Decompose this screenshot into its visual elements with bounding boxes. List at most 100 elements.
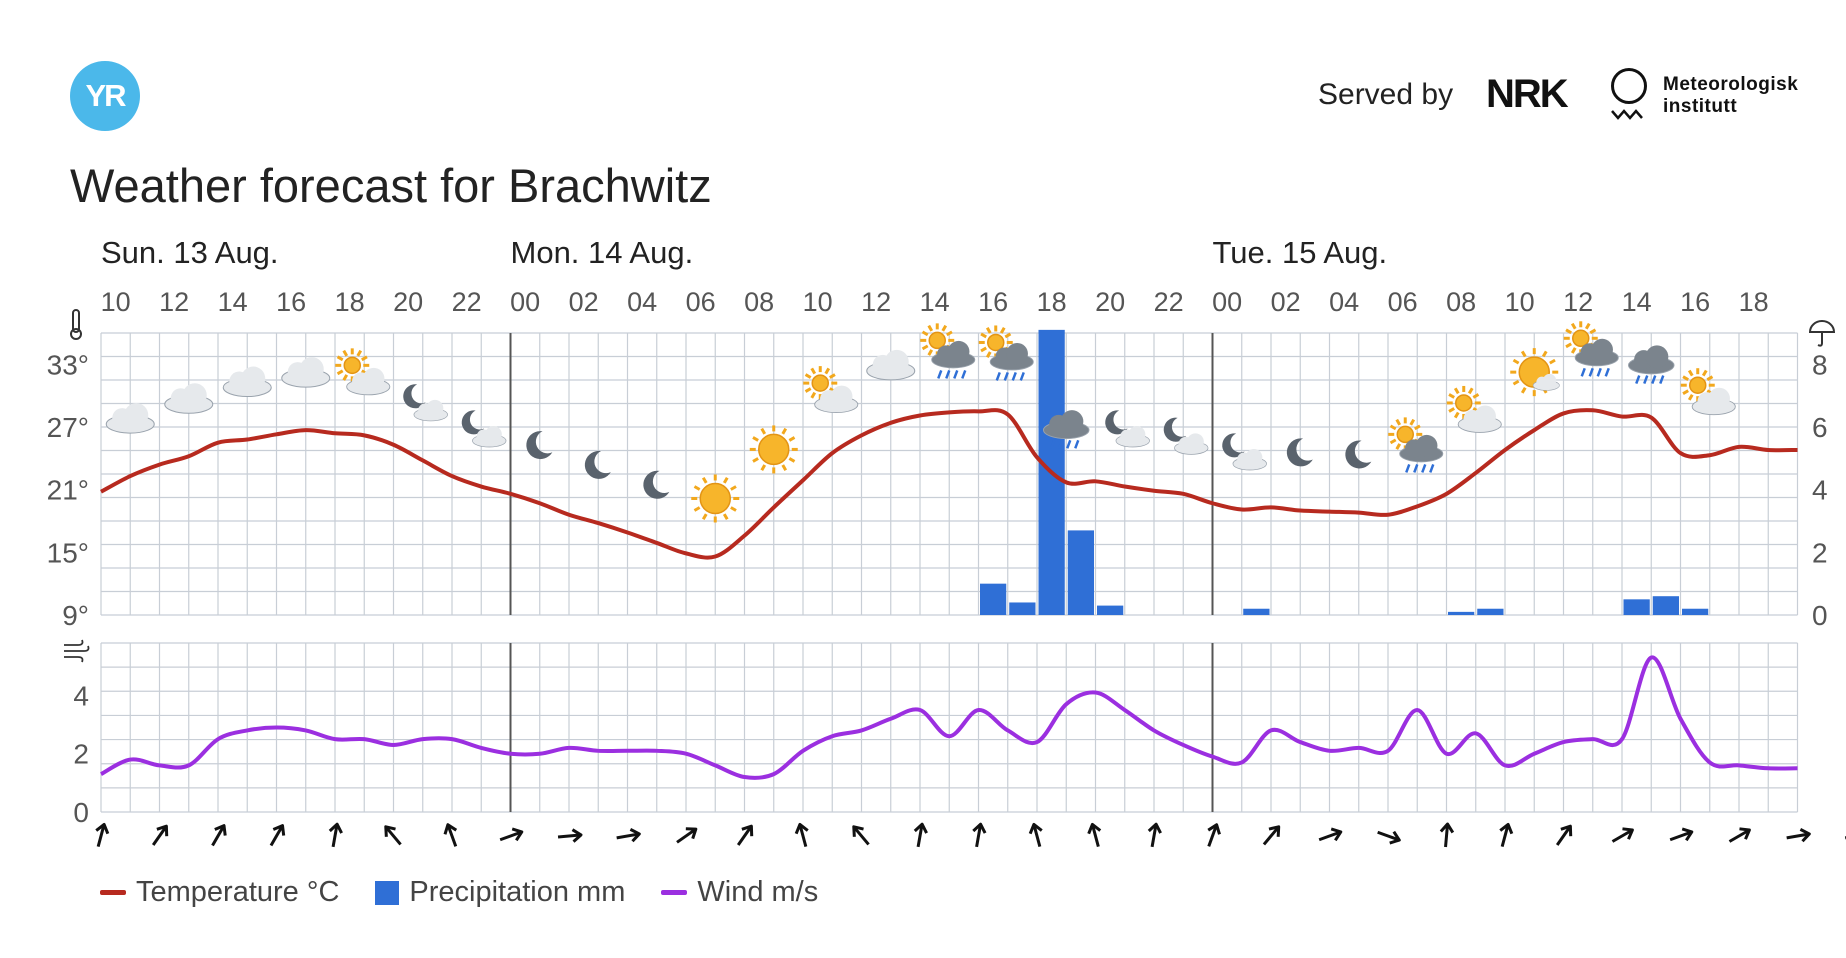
sun-ray bbox=[810, 391, 817, 399]
wind-direction-arrow-icon bbox=[1262, 825, 1281, 846]
clear-day-icon bbox=[749, 425, 798, 474]
wind-stroke bbox=[64, 639, 84, 646]
wind-direction-arrow-icon bbox=[384, 825, 402, 846]
day-label: Mon. 14 Aug. bbox=[511, 235, 694, 270]
arrow-head bbox=[1268, 825, 1281, 837]
sun-ray bbox=[921, 344, 929, 351]
hour-tick-label: 10 bbox=[1505, 287, 1535, 317]
arrow-shaft bbox=[1318, 830, 1341, 842]
wind-direction-arrow-icon bbox=[557, 828, 583, 843]
wind-direction-arrow-icon bbox=[211, 824, 227, 847]
wind-tick-label: 2 bbox=[73, 739, 89, 770]
cloud-shape bbox=[1691, 387, 1736, 416]
yr-logo[interactable]: YR bbox=[70, 61, 140, 131]
partly-cloudy-day-icon bbox=[335, 348, 391, 396]
wind-direction-arrow-icon bbox=[1786, 828, 1811, 843]
sun-ray bbox=[985, 326, 992, 334]
sun-ray bbox=[1453, 411, 1460, 419]
cloud-puff bbox=[362, 367, 385, 390]
legend-swatch-precipitation bbox=[375, 880, 400, 905]
arrow-shaft bbox=[975, 824, 982, 848]
arrow-head bbox=[156, 824, 169, 837]
rain-drop bbox=[945, 369, 951, 379]
nrk-logo[interactable]: NRK bbox=[1486, 72, 1569, 116]
cloud-shape bbox=[346, 367, 391, 396]
rain-drop bbox=[995, 372, 1001, 381]
legend-swatch-temperature bbox=[100, 890, 126, 895]
sun-ray bbox=[946, 330, 953, 337]
arrow-head bbox=[913, 822, 928, 834]
arrow-shaft bbox=[798, 824, 808, 848]
hour-tick-label: 00 bbox=[1212, 287, 1242, 317]
cloud-shape bbox=[1042, 410, 1090, 440]
sun-ray bbox=[927, 349, 934, 356]
partly-cloudy-day-icon bbox=[1680, 368, 1736, 416]
arrow-head bbox=[95, 822, 110, 835]
hour-tick-label: 16 bbox=[276, 287, 306, 317]
precipitation-bar bbox=[1448, 611, 1475, 615]
sun-ray bbox=[781, 464, 788, 471]
arrow-head bbox=[1560, 824, 1573, 837]
sun-ray bbox=[1570, 347, 1577, 354]
chart-legend: Temperature °C Precipitation mm Wind m/s bbox=[100, 876, 818, 909]
cloud-puff bbox=[1128, 426, 1146, 443]
rain-drop bbox=[1405, 463, 1411, 473]
arrow-head bbox=[972, 822, 987, 834]
sun-disc bbox=[1396, 425, 1414, 444]
cloud-shape bbox=[814, 385, 859, 414]
cloud-puff bbox=[1415, 434, 1438, 457]
arrow-shaft bbox=[1786, 832, 1809, 840]
arrow-shaft bbox=[1444, 824, 1449, 848]
fair-day-icon bbox=[1510, 348, 1560, 397]
cloud-puff bbox=[182, 383, 207, 408]
moon-crescent bbox=[1105, 410, 1128, 435]
arrow-shaft bbox=[1669, 830, 1692, 842]
sun-ray bbox=[804, 373, 812, 379]
sun-disc bbox=[1689, 376, 1707, 394]
wind-tick-label: 4 bbox=[73, 680, 89, 711]
clear-day-icon bbox=[691, 474, 740, 523]
hour-tick-label: 18 bbox=[1739, 287, 1769, 317]
moon-crescent bbox=[1222, 433, 1245, 458]
wind-stroke bbox=[64, 656, 84, 663]
cloudy-icon bbox=[222, 366, 272, 398]
wind-direction-arrow-icon bbox=[443, 823, 458, 847]
cloud-puff bbox=[1591, 338, 1613, 361]
met-logo-text[interactable]: Meteorologisk institutt bbox=[1663, 74, 1798, 118]
moon-shape bbox=[1163, 417, 1187, 442]
day-label: Tue. 15 Aug. bbox=[1213, 235, 1388, 270]
sun-ray bbox=[921, 330, 929, 337]
rain-drop bbox=[1429, 463, 1435, 473]
moon-crescent bbox=[526, 431, 553, 460]
moon-shape bbox=[584, 450, 611, 479]
arrow-head bbox=[1028, 822, 1043, 835]
precipitation-bar bbox=[1097, 605, 1124, 615]
arrow-shaft bbox=[1091, 824, 1100, 848]
rain-drop bbox=[1003, 372, 1009, 381]
wind-direction-arrow-icon bbox=[499, 827, 524, 842]
sun-ray bbox=[336, 369, 344, 376]
arrow-shaft bbox=[96, 824, 106, 848]
rain-drop bbox=[1019, 372, 1025, 381]
arrow-head bbox=[629, 828, 641, 843]
clear-night-icon bbox=[1345, 440, 1372, 469]
met-logo-line1: Meteorologisk bbox=[1663, 74, 1799, 95]
sun-ray bbox=[760, 464, 767, 471]
arrow-shaft bbox=[1150, 824, 1158, 848]
temperature-grid bbox=[100, 332, 1799, 616]
yr-logo-text: YR bbox=[85, 78, 126, 113]
wind-direction-arrow-icon bbox=[1028, 822, 1043, 848]
sun-disc bbox=[987, 333, 1005, 352]
wind-direction-arrow-icon bbox=[676, 827, 698, 844]
arrow-shaft bbox=[557, 833, 581, 839]
rain-showers-day-icon bbox=[1563, 321, 1619, 377]
day-label: Sun. 13 Aug. bbox=[101, 235, 279, 270]
arrow-head bbox=[1681, 827, 1694, 842]
hour-tick-label: 08 bbox=[1446, 287, 1476, 317]
cloud-shape bbox=[164, 383, 214, 414]
sun-shape bbox=[1563, 321, 1598, 356]
arrow-head bbox=[685, 827, 698, 840]
cloud-puff bbox=[485, 426, 502, 443]
partly-cloudy-night-icon bbox=[461, 410, 507, 448]
hour-tick-label: 22 bbox=[1154, 287, 1184, 317]
